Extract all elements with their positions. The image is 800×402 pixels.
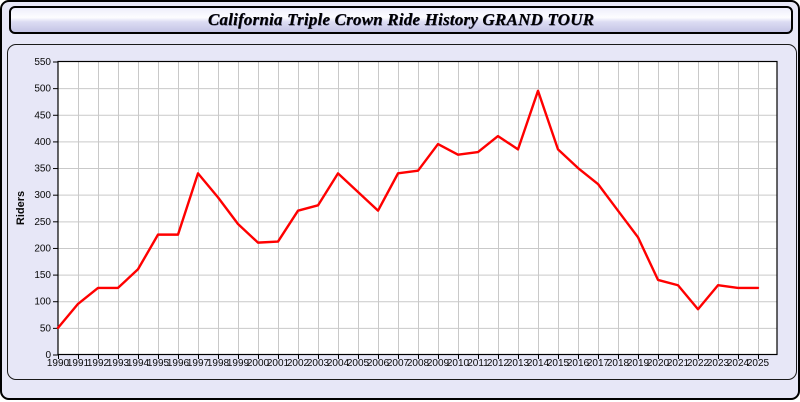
svg-text:50: 50 [40,323,52,334]
svg-text:1990: 1990 [47,358,70,369]
svg-text:200: 200 [34,243,51,254]
page-title: California Triple Crown Ride History GRA… [207,10,595,29]
svg-text:1999: 1999 [227,358,250,369]
svg-text:2018: 2018 [607,358,630,369]
svg-text:2001: 2001 [267,358,290,369]
svg-text:450: 450 [34,110,51,121]
svg-text:250: 250 [34,217,51,228]
svg-text:2013: 2013 [507,358,530,369]
svg-text:100: 100 [34,297,51,308]
axis-ticks [53,61,759,359]
svg-text:400: 400 [34,137,51,148]
svg-text:550: 550 [34,57,51,68]
svg-text:300: 300 [34,190,51,201]
svg-text:2012: 2012 [487,358,510,369]
y-axis-title: Riders [15,191,27,225]
svg-text:2017: 2017 [587,358,610,369]
svg-text:2003: 2003 [307,358,330,369]
svg-text:2002: 2002 [287,358,310,369]
svg-text:2024: 2024 [727,358,750,369]
svg-text:1993: 1993 [107,358,130,369]
svg-text:2014: 2014 [527,358,550,369]
riders-series-line [56,89,760,330]
svg-text:350: 350 [34,164,51,175]
svg-text:2019: 2019 [627,358,650,369]
svg-text:2005: 2005 [347,358,370,369]
x-axis-labels: 1990199119921993199419951996199719981999… [47,358,770,369]
gridlines [58,61,777,355]
axes-box [57,60,778,356]
svg-text:2006: 2006 [367,358,390,369]
svg-text:1996: 1996 [167,358,190,369]
svg-text:2007: 2007 [387,358,410,369]
svg-text:2009: 2009 [427,358,450,369]
svg-text:2008: 2008 [407,358,430,369]
svg-text:1992: 1992 [87,358,110,369]
svg-text:2004: 2004 [327,358,350,369]
svg-text:2021: 2021 [667,358,690,369]
svg-text:1991: 1991 [67,358,90,369]
svg-text:2023: 2023 [707,358,730,369]
svg-text:1998: 1998 [207,358,230,369]
svg-text:2020: 2020 [647,358,670,369]
svg-text:1997: 1997 [187,358,210,369]
svg-text:1994: 1994 [127,358,150,369]
svg-text:2025: 2025 [747,358,770,369]
svg-text:150: 150 [34,270,51,281]
svg-text:0: 0 [45,350,51,361]
y-axis-labels: 0 50 100 150 200 250 300 350 400 450 500 550 [34,57,51,361]
plot-area [58,61,777,355]
svg-text:2022: 2022 [687,358,710,369]
svg-text:2010: 2010 [447,358,470,369]
svg-text:2000: 2000 [247,358,270,369]
svg-text:2016: 2016 [567,358,590,369]
svg-text:2015: 2015 [547,358,570,369]
title-bar: California Triple Crown Ride History GRA… [9,6,793,34]
svg-text:1995: 1995 [147,358,170,369]
svg-text:500: 500 [34,84,51,95]
svg-text:2011: 2011 [467,358,489,369]
